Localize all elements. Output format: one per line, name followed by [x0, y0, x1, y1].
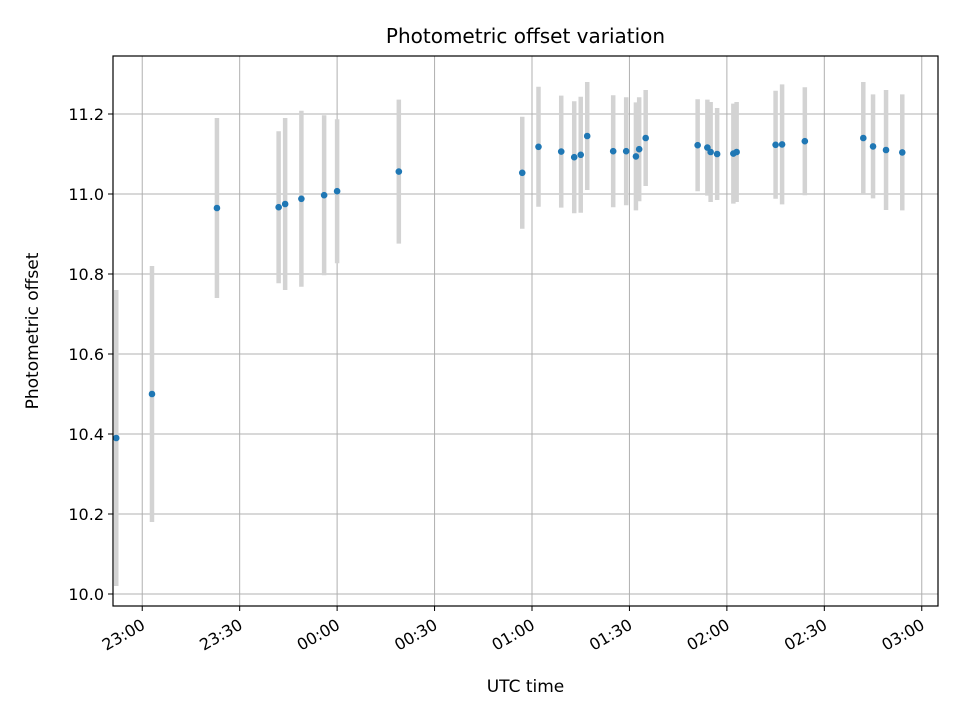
x-tick-label: 02:30 — [781, 615, 830, 655]
data-point — [609, 147, 617, 155]
x-tick-label: 02:00 — [683, 615, 732, 655]
y-tick-label: 11.0 — [68, 185, 104, 204]
data-point — [333, 187, 341, 195]
data-point — [622, 147, 630, 155]
y-tick-label: 10.0 — [68, 585, 104, 604]
data-point — [882, 146, 890, 154]
y-tick-label: 11.2 — [68, 105, 104, 124]
data-point — [632, 153, 640, 160]
x-axis-ticks: 23:00 23:30 00:00 00:30 01:00 01:30 02:00 02:30… — [99, 606, 928, 655]
data-point — [275, 203, 282, 211]
data-point — [148, 390, 156, 398]
data-point — [733, 148, 740, 156]
data-point — [642, 134, 649, 142]
y-tick-label: 10.8 — [68, 265, 104, 284]
y-axis-ticks: 10.0 10.2 10.4 10.6 10.8 11.0 11.2 — [68, 105, 113, 604]
data-point — [320, 191, 328, 199]
data-point — [707, 148, 714, 156]
plot-frame — [112, 55, 939, 607]
y-axis-label: Photometric offset — [23, 252, 43, 409]
y-tick-label: 10.6 — [68, 345, 104, 364]
x-tick-label: 00:00 — [294, 615, 343, 655]
data-point — [635, 145, 643, 153]
data-point — [281, 200, 289, 208]
x-axis-label: UTC time — [487, 677, 565, 697]
data-point — [535, 143, 542, 151]
y-tick-label: 10.4 — [68, 425, 104, 444]
data-point — [570, 153, 578, 161]
x-tick-label: 01:30 — [586, 615, 635, 655]
data-points — [112, 132, 906, 442]
data-point — [583, 132, 591, 140]
data-point — [772, 141, 779, 149]
error-bars — [113, 82, 905, 586]
x-tick-label: 03:00 — [878, 615, 927, 655]
data-point — [713, 150, 721, 158]
grid — [113, 56, 938, 606]
data-point — [518, 169, 526, 177]
y-tick-label: 10.2 — [68, 505, 104, 524]
data-point — [577, 151, 585, 159]
x-tick-label: 00:30 — [391, 615, 440, 655]
x-tick-label: 01:00 — [489, 615, 538, 655]
data-point — [801, 137, 809, 145]
data-point — [778, 141, 786, 148]
data-point — [898, 149, 906, 156]
data-point — [213, 204, 221, 212]
data-point — [112, 434, 120, 442]
data-point — [395, 168, 403, 175]
x-tick-label: 23:30 — [196, 615, 245, 655]
data-point — [859, 134, 867, 142]
data-point — [557, 148, 565, 155]
x-tick-label: 23:00 — [99, 615, 148, 655]
data-point — [869, 143, 877, 150]
data-point — [298, 195, 305, 203]
data-point — [694, 141, 701, 149]
chart-title: Photometric offset variation — [386, 24, 665, 48]
